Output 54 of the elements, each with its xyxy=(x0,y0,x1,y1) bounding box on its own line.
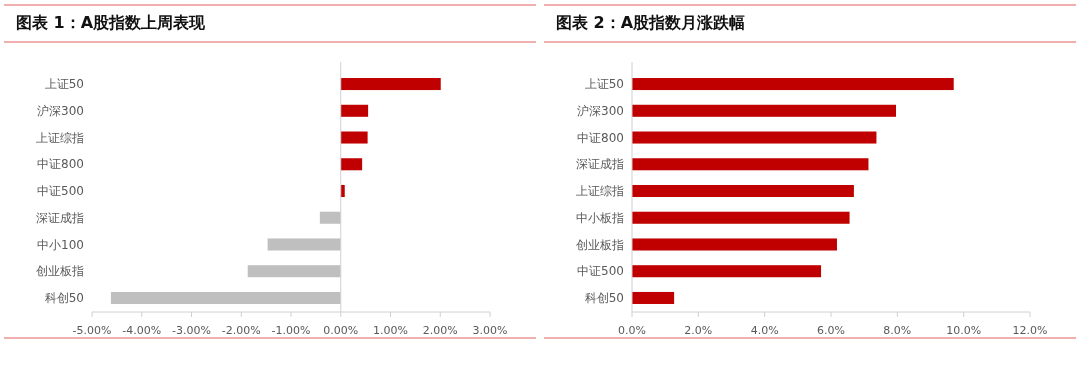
chart-title: 图表 1：A股指数上周表现 xyxy=(16,13,207,32)
x-tick-label: 8.0% xyxy=(883,324,912,337)
y-tick-label: 深证成指 xyxy=(576,157,624,172)
x-tick-label: -2.00% xyxy=(221,324,261,337)
bar xyxy=(632,211,850,224)
bar xyxy=(340,78,441,91)
x-tick-label: 4.0% xyxy=(750,324,779,337)
y-tick-label: 沪深300 xyxy=(577,103,624,118)
y-tick-label: 创业板指 xyxy=(576,237,624,252)
bar xyxy=(632,265,822,278)
x-tick-label: 2.00% xyxy=(422,324,458,337)
x-tick-label: 0.00% xyxy=(323,324,359,337)
bar xyxy=(632,291,675,304)
y-tick-label: 上证50 xyxy=(44,77,84,92)
bar xyxy=(110,291,341,304)
y-tick-label: 中小板指 xyxy=(576,210,624,225)
y-tick-label: 科创50 xyxy=(44,291,84,306)
x-tick-label: 6.0% xyxy=(817,324,845,337)
y-tick-label: 中证500 xyxy=(577,264,624,279)
y-tick-label: 中证500 xyxy=(37,184,84,199)
y-tick-label: 中证800 xyxy=(37,157,84,172)
x-tick-label: -3.00% xyxy=(172,324,211,337)
bar xyxy=(632,104,897,117)
bar xyxy=(632,158,869,171)
chart-title: 图表 2：A股指数月涨跌幅 xyxy=(556,13,746,32)
bar xyxy=(632,238,837,251)
x-tick-label: -1.00% xyxy=(271,324,311,337)
y-tick-label: 上证综指 xyxy=(36,130,84,145)
x-tick-label: 0.0% xyxy=(618,324,646,337)
bar xyxy=(319,211,341,224)
y-tick-label: 中小100 xyxy=(37,237,84,252)
y-tick-label: 上证50 xyxy=(584,77,624,92)
bar xyxy=(340,104,369,117)
bar xyxy=(340,158,363,171)
x-tick-label: 10.0% xyxy=(946,324,982,337)
y-tick-label: 中证800 xyxy=(577,130,624,145)
x-tick-label: 2.0% xyxy=(684,324,713,337)
x-tick-label: 12.0% xyxy=(1012,324,1048,337)
bar xyxy=(632,184,854,198)
x-tick-label: 3.00% xyxy=(472,324,508,337)
y-tick-label: 上证综指 xyxy=(576,184,624,199)
y-tick-label: 沪深300 xyxy=(37,103,84,118)
bar xyxy=(632,131,877,144)
bar xyxy=(247,265,341,278)
y-tick-label: 科创50 xyxy=(584,291,624,306)
bar xyxy=(340,131,368,144)
x-tick-label: -4.00% xyxy=(122,324,162,337)
y-tick-label: 深证成指 xyxy=(36,210,84,225)
bar xyxy=(267,238,341,251)
bar xyxy=(632,78,954,91)
y-tick-label: 创业板指 xyxy=(36,264,84,279)
x-tick-label: -5.00% xyxy=(72,324,112,337)
bar xyxy=(340,184,345,198)
x-tick-label: 1.00% xyxy=(373,324,408,337)
